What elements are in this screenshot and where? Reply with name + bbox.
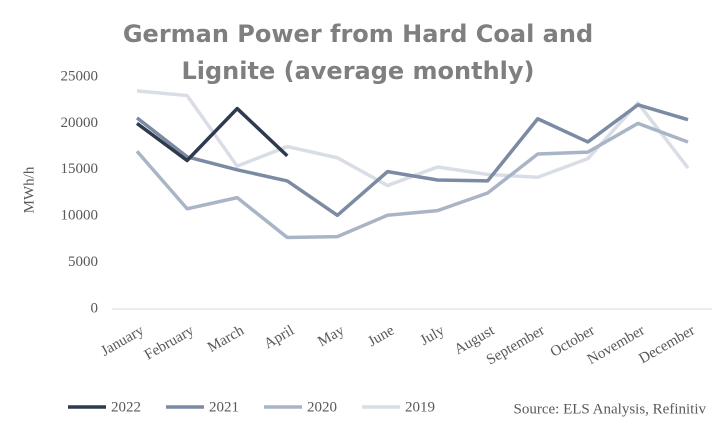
chart-title: Lignite (average monthly): [181, 57, 534, 85]
chart-title: German Power from Hard Coal and: [123, 20, 593, 48]
y-tick-label: 20000: [61, 115, 99, 131]
y-tick-label: 5000: [68, 254, 98, 270]
legend-label: 2021: [209, 399, 239, 415]
series-line: [135, 121, 689, 240]
x-tick-label: June: [365, 322, 397, 350]
x-tick-label: January: [98, 322, 147, 359]
legend-label: 2019: [405, 399, 435, 415]
x-tick-label: February: [142, 322, 197, 363]
source: Source: ELS Analysis, Refinitiv: [514, 401, 707, 417]
y-tick-label: 0: [91, 300, 99, 316]
x-tick-label: September: [484, 323, 548, 369]
series-line: [136, 89, 690, 188]
y-tick-label: 10000: [61, 208, 99, 224]
x-tick-label: July: [418, 322, 448, 349]
y-tick-label: 25000: [61, 68, 99, 84]
x-tick-label: April: [262, 323, 297, 353]
x-tick-label: December: [636, 323, 697, 368]
x-tick-label: May: [315, 322, 347, 350]
x-tick-label: November: [585, 323, 648, 369]
series-line: [135, 106, 289, 163]
legend-label: 2022: [111, 399, 141, 415]
y-axis-label: MWh/h: [21, 166, 37, 213]
x-tick-label: March: [205, 322, 247, 356]
series-line: [135, 103, 689, 218]
legend-label: 2020: [307, 399, 337, 415]
y-tick-label: 15000: [61, 161, 99, 177]
